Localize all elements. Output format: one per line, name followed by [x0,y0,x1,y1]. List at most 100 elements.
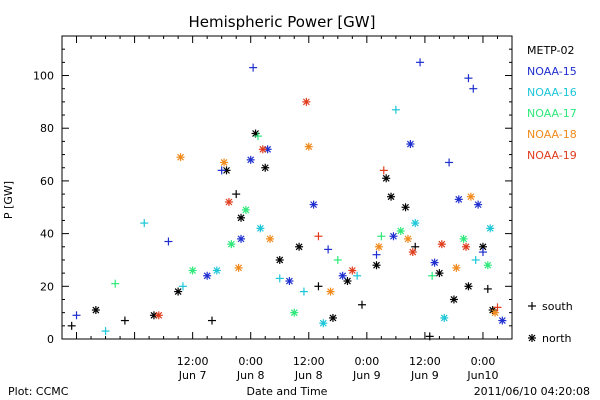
x-tick-label-time: 0:00 [238,355,263,368]
y-tick-label: 100 [33,70,54,83]
data-point-south [314,232,323,241]
data-point-south [445,158,454,167]
data-point-north [491,308,500,317]
data-point-north [212,266,221,275]
data-point-south [101,327,110,336]
y-tick-label: 20 [40,280,54,293]
marker-legend-south: south [528,300,573,313]
data-point-south [253,132,262,141]
data-point-north [290,308,299,317]
data-point-south [425,332,434,341]
data-point-north [174,287,183,296]
x-tick-label-time: 0:00 [354,355,379,368]
data-point-north [224,197,233,206]
series-noaa-15 [72,58,507,325]
legend-entry: NOAA-19 [527,149,577,162]
series-noaa-17 [111,132,492,317]
data-points [67,58,507,341]
data-point-north [452,263,461,272]
data-point-south [314,282,323,291]
data-point-south [208,316,216,325]
data-point-north [437,240,446,249]
series-noaa-18 [176,142,500,317]
data-point-north [372,261,381,270]
legend-entry: NOAA-16 [527,86,577,99]
data-point-south [232,190,241,199]
y-axis-label: P [GW] [2,181,15,219]
data-point-south [353,271,362,280]
data-point-south [217,166,226,175]
footer-timestamp: 2011/06/10 04:20:08 [474,385,590,398]
y-tick-label: 80 [40,122,54,135]
data-point-north [382,174,391,183]
data-point-south [249,63,258,72]
series-noaa-16 [101,105,495,336]
data-point-north [483,261,492,270]
data-point-north [220,158,229,167]
data-point-south [483,284,492,293]
data-point-south [464,74,473,83]
data-point-south [333,255,342,264]
x-tick-label-time: 12:00 [177,355,209,368]
data-point-south [478,248,487,257]
marker-legend-north: north [528,332,572,345]
data-point-north [348,266,357,275]
data-point-south [416,58,425,67]
data-point-north [440,313,449,322]
data-point-south [111,279,120,288]
x-tick-label-date: Jun 7 [178,369,207,382]
data-point-north [403,234,412,243]
data-point-south [391,105,400,114]
data-point-north [256,224,265,233]
data-point-north [275,255,284,264]
marker-legend-north-label: north [542,332,572,345]
legend: METP-02 NOAA-15 NOAA-16 NOAA-17 NOAA-18 NOAA-… [527,44,577,162]
data-point-south [471,255,480,264]
data-point-north [176,153,185,162]
data-point-north [408,248,417,257]
data-point-north [302,97,311,106]
data-point-north [474,200,483,209]
data-point-north [246,155,255,164]
data-point-north [237,213,246,222]
data-point-north [222,166,231,175]
data-point-south [358,300,366,309]
data-point-north [241,205,250,214]
data-point-north [430,258,439,267]
marker-legend-south-label: south [542,300,573,313]
data-point-north [401,203,410,212]
data-point-north [464,282,473,291]
data-point-north [285,277,294,286]
data-point-north [295,242,304,251]
data-point-north [319,319,328,328]
data-point-north [389,232,398,241]
data-point-north [459,234,468,243]
data-point-south [140,219,149,228]
x-axis-label: Date and Time [247,385,328,398]
data-point-south [428,271,437,280]
data-point-north [304,142,313,151]
legend-entry: NOAA-17 [527,107,577,120]
series-metp-02 [67,129,497,341]
data-point-north [411,219,420,228]
data-point-north [454,195,463,204]
y-tick-label: 0 [47,333,54,346]
data-point-south [72,311,81,320]
data-point-north [234,263,243,272]
data-point-south [379,166,388,175]
data-point-north [227,240,236,249]
data-point-north [396,226,405,235]
data-point-north [338,271,347,280]
data-point-north [449,295,458,304]
data-point-north [343,277,352,286]
data-point-north [387,192,396,201]
data-point-south [372,250,381,259]
y-axis-ticks: 0 20 40 60 80 100 [33,35,512,346]
data-point-north [154,311,163,320]
x-tick-label-time: 0:00 [471,355,496,368]
y-tick-label: 40 [40,228,54,241]
data-point-north [309,200,318,209]
data-point-north [237,234,246,243]
chart-title: Hemispheric Power [GW] [189,13,376,31]
